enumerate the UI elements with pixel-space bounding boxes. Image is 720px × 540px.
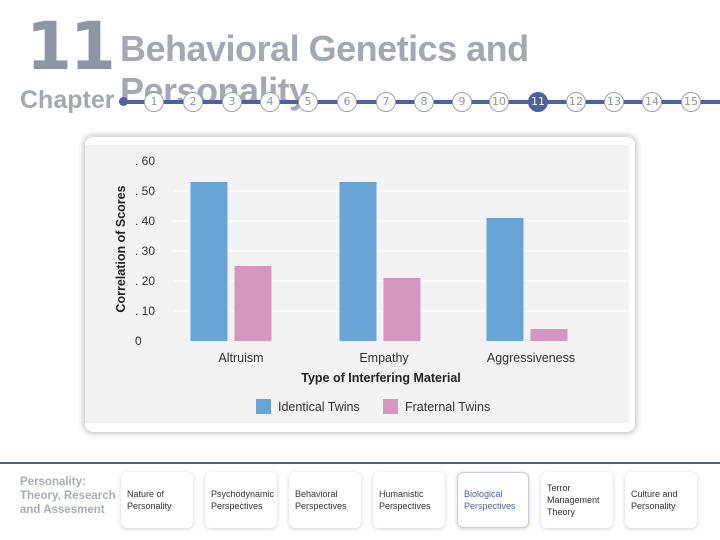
chapter-link-4[interactable]: 4: [260, 92, 280, 112]
section-nav-item[interactable]: Culture and Personality: [625, 472, 697, 528]
section-nav-label: Perspectives: [379, 501, 431, 511]
chapter-link-6[interactable]: 6: [337, 92, 357, 112]
bar-fraternal-twins: [234, 266, 272, 341]
y-tick-label: . 30: [135, 244, 155, 258]
chapter-link-5[interactable]: 5: [298, 92, 318, 112]
footer-divider: [0, 462, 720, 464]
chapter-link-11[interactable]: 11: [528, 92, 548, 112]
x-tick-label: Empathy: [359, 351, 409, 365]
legend-swatch: [256, 399, 271, 414]
chapter-link-3[interactable]: 3: [222, 92, 242, 112]
chapter-link-2[interactable]: 2: [183, 92, 203, 112]
bar-chart: 0 . 10 . 20 . 30 . 40 . 50 . 60 Altruism Empathy…: [85, 145, 630, 423]
section-nav-item[interactable]: Behavioral Perspectives: [289, 472, 361, 528]
book-title-line: Personality:: [20, 476, 86, 488]
section-nav-label: Perspectives: [295, 501, 347, 511]
chapter-link-1[interactable]: 1: [144, 92, 164, 112]
book-title-line: Theory, Research: [20, 490, 116, 502]
section-nav-label: Personality: [127, 501, 172, 511]
y-tick-label: . 40: [135, 214, 155, 228]
chapter-link-8[interactable]: 8: [414, 92, 434, 112]
bar-fraternal-twins: [383, 278, 421, 341]
page-title: Behavioral Genetics and Personality: [120, 28, 529, 111]
section-nav-label: Behavioral: [295, 489, 338, 499]
section-nav-label: Perspectives: [464, 501, 516, 511]
chapter-link-15[interactable]: 15: [681, 92, 701, 112]
section-nav-item[interactable]: Biological Perspectives: [457, 472, 529, 528]
section-nav-label: Personality: [631, 501, 676, 511]
section-nav-label: Culture and: [631, 489, 678, 499]
chart-card: 0 . 10 . 20 . 30 . 40 . 50 . 60 Altruism Empathy…: [85, 137, 635, 432]
section-nav-label: Terror: [547, 483, 571, 493]
chapter-nav-dot: [119, 97, 128, 106]
chapter-link-9[interactable]: 9: [452, 92, 472, 112]
book-title: Personality: Theory, Research and Assesmen…: [20, 475, 116, 517]
chapter-label: Chapter: [20, 86, 115, 114]
section-nav-label: Management: [547, 495, 600, 505]
legend-label: Fraternal Twins: [405, 400, 490, 414]
y-tick-label: . 60: [135, 154, 155, 168]
section-nav-label: Humanistic: [379, 489, 424, 499]
section-nav-label: Biological: [464, 489, 503, 499]
y-tick-label: . 20: [135, 274, 155, 288]
chapter-link-12[interactable]: 12: [566, 92, 586, 112]
x-axis-label: Type of Interfering Material: [301, 371, 461, 385]
section-nav-item[interactable]: Humanistic Perspectives: [373, 472, 445, 528]
chapter-link-13[interactable]: 13: [604, 92, 624, 112]
x-tick-label: Altruism: [218, 351, 263, 365]
section-nav-item[interactable]: Terror Management Theory: [541, 472, 613, 528]
y-tick-label: . 10: [135, 304, 155, 318]
legend-swatch: [383, 399, 398, 414]
legend-label: Identical Twins: [278, 400, 360, 414]
y-axis-label: Correlation of Scores: [114, 185, 128, 312]
chapter-number: 11: [26, 8, 116, 85]
chapter-link-10[interactable]: 10: [489, 92, 509, 112]
bar-identical-twins: [486, 218, 524, 341]
section-nav-label: Perspectives: [211, 501, 263, 511]
x-tick-label: Aggressiveness: [487, 351, 575, 365]
section-nav-label: Theory: [547, 507, 576, 517]
chapter-link-7[interactable]: 7: [376, 92, 396, 112]
bar-identical-twins: [339, 182, 377, 341]
section-nav-label: Nature of: [127, 489, 165, 499]
bar-identical-twins: [190, 182, 228, 341]
section-nav-label: Psychodynamic: [211, 489, 275, 499]
section-nav-item[interactable]: Psychodynamic Perspectives: [205, 472, 277, 528]
section-nav-item[interactable]: Nature of Personality: [121, 472, 193, 528]
book-title-line: and Assesment: [20, 504, 105, 516]
y-tick-label: 0: [135, 334, 142, 348]
chapter-link-14[interactable]: 14: [642, 92, 662, 112]
y-tick-label: . 50: [135, 184, 155, 198]
chapter-nav: 1 2 3 4 5 6 7 8 9 10 11 12 13 14 15: [136, 92, 716, 112]
bar-fraternal-twins: [530, 329, 568, 341]
